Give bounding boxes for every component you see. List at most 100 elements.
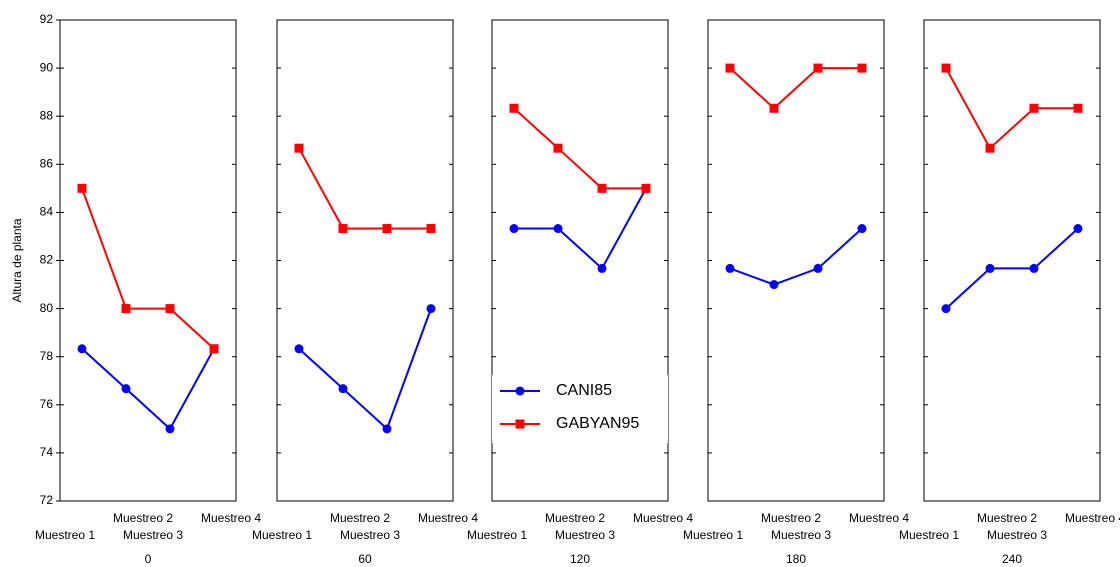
x-tick-label: Muestreo 2: [761, 511, 821, 525]
x-axis-label: 120: [570, 552, 590, 566]
point: [121, 304, 131, 314]
series: [77, 344, 219, 434]
x-tick-label: Muestreo 3: [555, 528, 615, 542]
point: [813, 263, 823, 273]
y-tick-label: 86: [40, 156, 54, 170]
x-tick-label: Muestreo 1: [35, 528, 95, 542]
y-tick-label: 92: [40, 12, 54, 26]
point: [509, 224, 519, 234]
point: [382, 424, 392, 434]
point: [1029, 263, 1039, 273]
point: [1073, 224, 1083, 234]
point: [294, 344, 304, 354]
point: [725, 63, 735, 73]
y-tick-label: 84: [40, 205, 54, 219]
point: [426, 304, 436, 314]
series-line: [298, 147, 431, 230]
point: [941, 63, 951, 73]
x-tick-label: Muestreo 1: [467, 528, 527, 542]
series: [725, 63, 867, 113]
panel-frame: [59, 19, 237, 502]
y-tick-label: 80: [40, 301, 54, 315]
x-tick-label: Muestreo 3: [340, 528, 400, 542]
point: [857, 224, 867, 234]
point: [597, 263, 607, 273]
series: [77, 183, 219, 354]
x-axis-label: 240: [1002, 552, 1022, 566]
point: [941, 304, 951, 314]
y-tick-label: 74: [40, 445, 54, 459]
point: [597, 183, 607, 193]
x-tick-label: Muestreo 1: [683, 528, 743, 542]
x-tick-label: Muestreo 2: [330, 511, 390, 525]
y-tick-label: 82: [40, 253, 54, 267]
point: [77, 344, 87, 354]
point: [985, 263, 995, 273]
y-tick-label: 72: [40, 493, 54, 507]
y-tick-label: 78: [40, 349, 54, 363]
legend-label: CANI85: [556, 382, 612, 399]
series-line: [945, 227, 1079, 310]
series: [294, 304, 436, 434]
point: [985, 143, 995, 153]
x-tick-label: Muestreo 2: [545, 511, 605, 525]
point: [209, 344, 219, 354]
x-axis-label: 60: [358, 552, 372, 566]
x-tick-label: Muestreo 3: [771, 528, 831, 542]
x-tick-label: Muestreo 4: [1065, 511, 1120, 525]
series-line: [729, 67, 862, 110]
x-tick-label: Muestreo 4: [849, 511, 909, 525]
point: [338, 384, 348, 394]
point: [1073, 103, 1083, 113]
x-tick-label: Muestreo 4: [201, 511, 261, 525]
point: [725, 263, 735, 273]
legend-box: [492, 375, 668, 443]
point: [553, 224, 563, 234]
y-tick-label: 76: [40, 397, 54, 411]
x-tick-label: Muestreo 1: [899, 528, 959, 542]
series-line: [81, 188, 215, 350]
series: [941, 224, 1083, 314]
series: [509, 103, 651, 193]
series: [941, 63, 1083, 153]
series-line: [729, 227, 863, 286]
point: [769, 280, 779, 290]
point: [294, 143, 304, 153]
panel-frame: [707, 19, 885, 502]
x-tick-label: Muestreo 2: [113, 511, 173, 525]
series-line: [945, 67, 1078, 150]
series: [725, 224, 867, 290]
point: [165, 304, 175, 314]
point: [813, 63, 823, 73]
point: [857, 63, 867, 73]
x-axis-label: 0: [145, 552, 152, 566]
point: [165, 424, 175, 434]
point: [426, 224, 436, 234]
series: [294, 143, 436, 234]
series-line: [514, 187, 647, 271]
point: [77, 183, 87, 193]
series-line: [513, 107, 646, 190]
x-tick-label: Muestreo 4: [633, 511, 693, 525]
series-line: [298, 308, 432, 431]
point: [641, 183, 651, 193]
legend-marker: [515, 419, 525, 429]
point: [553, 143, 563, 153]
y-axis-label: Altura de planta: [10, 218, 24, 302]
x-tick-label: Muestreo 4: [418, 511, 478, 525]
point: [121, 384, 131, 394]
series: [509, 183, 651, 273]
x-tick-label: Muestreo 3: [123, 528, 183, 542]
x-tick-label: Muestreo 3: [987, 528, 1047, 542]
legend-label: GABYAN95: [556, 415, 639, 432]
point: [1029, 103, 1039, 113]
series-line: [81, 348, 215, 431]
legend-marker: [515, 386, 525, 396]
panel-frame: [276, 19, 454, 502]
point: [338, 224, 348, 234]
y-tick-label: 90: [40, 60, 54, 74]
point: [382, 224, 392, 234]
x-axis-label: 180: [786, 552, 806, 566]
